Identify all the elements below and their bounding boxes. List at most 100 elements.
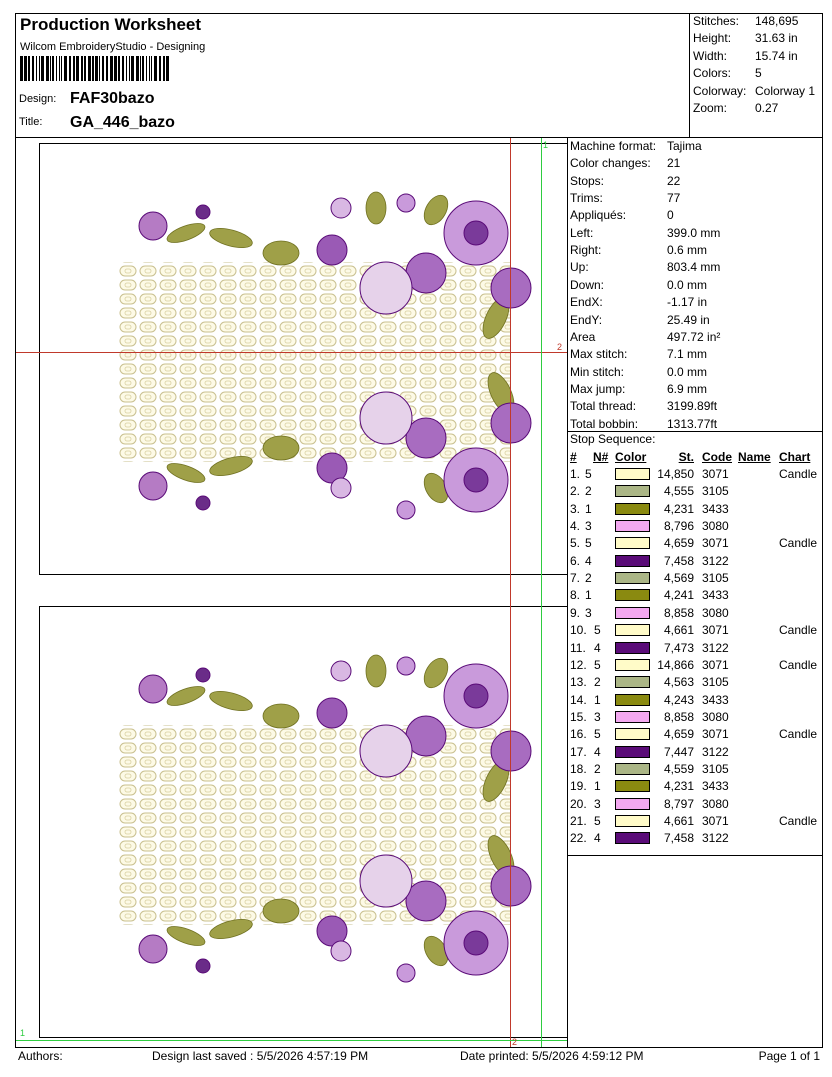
stop-number: 20. [570,796,587,811]
divider [15,137,822,138]
needle-number: 3 [585,519,592,534]
chart: Candle [779,727,818,742]
guide-label: 1 [543,140,549,150]
barcode-bar [151,56,152,81]
barcode-bar [114,56,117,81]
stop-number: 5. [570,536,581,551]
stop-number: 22. [570,831,587,846]
machine-label: Max jump: [570,381,626,396]
barcode-bar [110,56,113,81]
stop-number: 10. [570,623,587,638]
title-label: Title: [19,116,43,128]
barcode-bar [154,56,157,81]
stitch-count: 4,231 [663,501,694,516]
machine-value: Tajima [667,139,702,153]
color-swatch [615,589,650,602]
barcode-bar [69,56,71,81]
stop-number: 16. [570,727,587,742]
needle-number: 2 [594,675,601,690]
stitch-count: 4,659 [663,536,694,551]
chart: Candle [779,623,818,638]
barcode-bar [64,56,67,81]
color-swatch [615,676,650,689]
machine-label: Up: [570,260,589,275]
needle-number: 5 [585,467,592,481]
machine-label: Stops: [570,173,605,188]
machine-value: -1.17 in [667,295,708,310]
stitch-count: 4,555 [663,484,694,499]
needle-number: 4 [594,640,601,655]
stop-number: 18. [570,761,587,776]
color-swatch [615,693,650,706]
border [15,13,822,14]
barcode-bar [95,56,98,81]
stitch-count: 14,866 [657,657,694,672]
color-swatch [615,780,650,793]
summary-label: Zoom: [693,101,728,115]
thread-code: 3080 [702,796,729,811]
design-name: FAF30bazo [70,90,155,107]
design-label: Design: [19,93,57,105]
machine-label: Total thread: [570,399,637,414]
machine-value: 3199.89ft [667,399,718,414]
machine-label: Left: [570,225,594,240]
stitch-count: 4,659 [663,727,694,742]
stitch-count: 4,559 [663,761,694,776]
column-header: St. [678,450,694,464]
color-swatch [615,554,650,567]
needle-number: 5 [594,727,601,742]
barcode-bar [99,56,100,81]
needle-number: 1 [585,588,592,603]
barcode-bar [28,56,30,81]
summary-value: 5 [755,66,762,81]
barcode-bar [131,56,134,81]
barcode-bar [159,56,161,81]
design-preview [16,138,567,1047]
stitch-count: 4,231 [663,779,694,794]
color-swatch [615,658,650,671]
machine-label: Appliqués: [570,208,627,223]
stop-number: 7. [570,571,581,586]
machine-label: Down: [570,277,605,292]
thread-code: 3105 [702,761,729,776]
stitch-count: 8,797 [663,796,694,811]
machine-label: Trims: [570,191,603,206]
summary-label: Height: [693,31,732,46]
barcode-bar [32,56,34,81]
barcode-bar [24,56,27,81]
divider [567,855,822,856]
needle-number: 5 [594,623,601,638]
barcode-bar [122,56,124,81]
thread-code: 3105 [702,571,729,586]
stitch-count: 7,458 [663,831,694,846]
summary-value: 148,695 [755,14,799,28]
color-swatch [615,728,650,741]
machine-label: Total bobbin: [570,416,639,431]
color-swatch [615,762,650,775]
border [822,13,823,1048]
barcode-bar [61,56,62,81]
barcode-bar [140,56,141,81]
needle-number: 4 [585,553,592,568]
column-header: Name [738,450,771,464]
barcode-bar [81,56,83,81]
machine-value: 6.9 mm [667,381,708,396]
summary-label: Colors: [693,66,732,81]
stop-number: 8. [570,588,581,603]
machine-value: 0.0 mm [667,364,708,379]
stop-number: 9. [570,605,581,620]
stop-number: 6. [570,553,581,568]
machine-value: 1313.77ft [667,416,718,431]
stitch-count: 7,473 [663,640,694,655]
thread-code: 3105 [702,675,729,690]
barcode-bar [166,56,169,81]
column-header: N# [593,450,609,464]
thread-code: 3071 [702,623,729,638]
thread-code: 3071 [702,727,729,742]
barcode-bar [136,56,139,81]
barcode [20,56,169,81]
stop-number: 12. [570,657,587,672]
machine-value: 0.6 mm [667,243,708,258]
thread-code: 3433 [702,588,729,603]
stitch-count: 4,569 [663,571,694,586]
